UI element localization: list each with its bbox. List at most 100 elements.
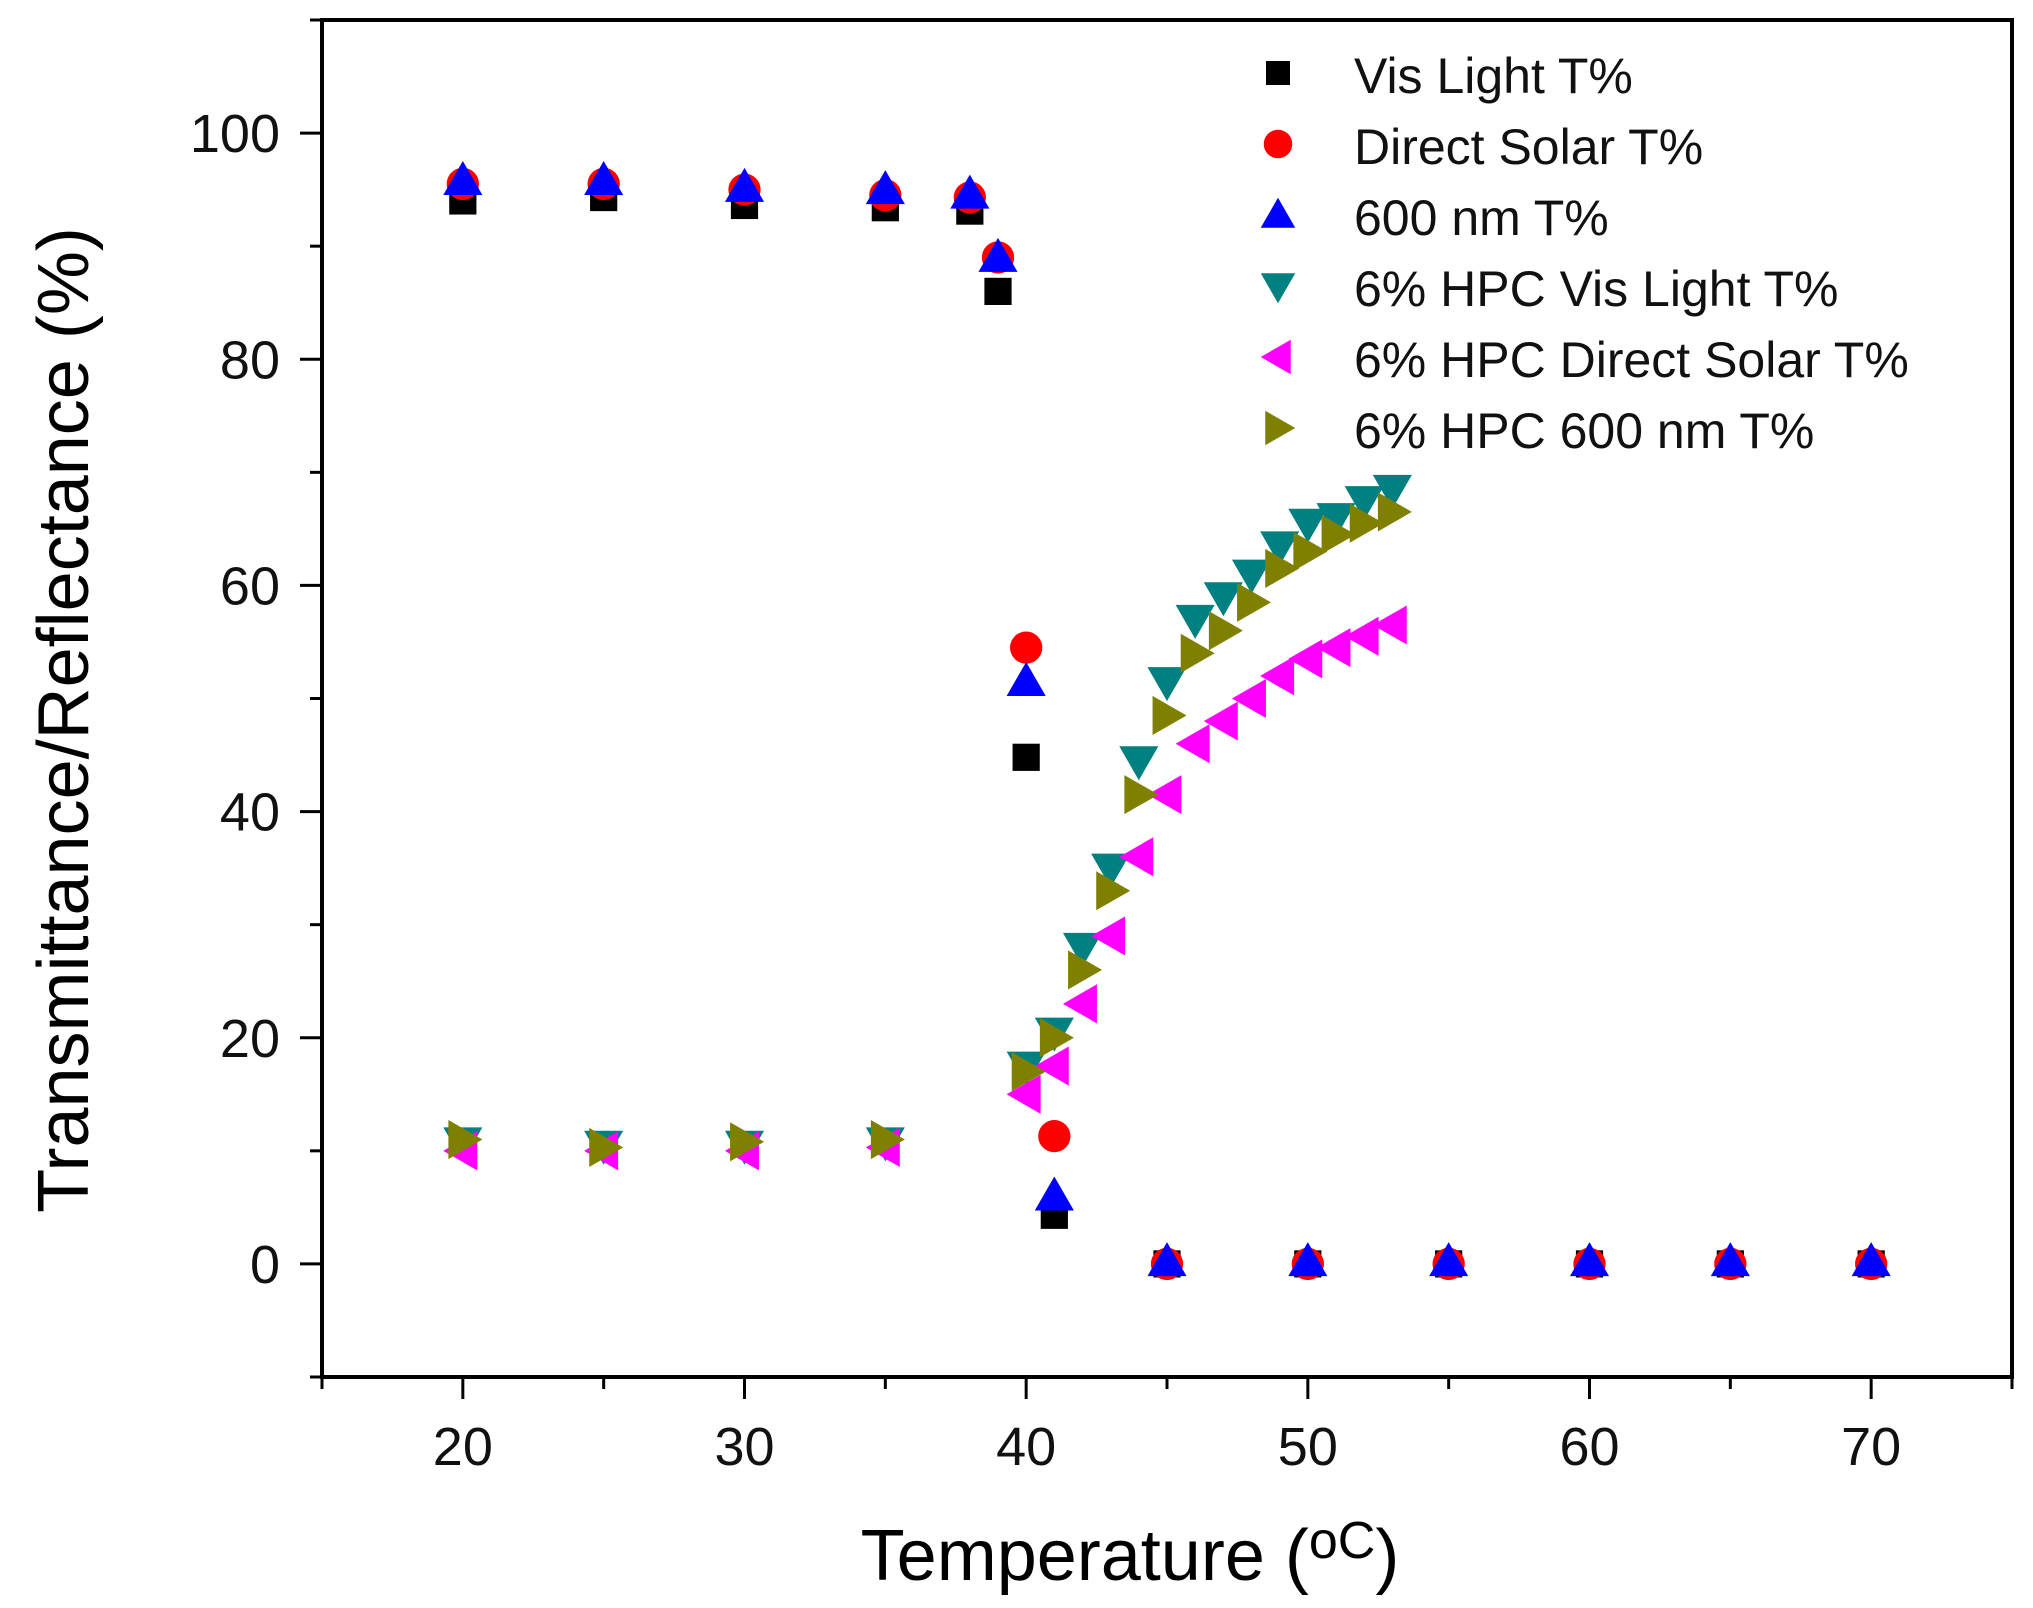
data-point [1062, 932, 1103, 967]
data-point [448, 1119, 483, 1160]
plot-frame [320, 18, 2014, 1379]
y-tick-label: 100 [190, 104, 280, 164]
data-point [1203, 701, 1238, 741]
data-point [1124, 775, 1159, 815]
data-point [1147, 667, 1187, 702]
legend-label: 6% HPC 600 nm T% [1354, 403, 1814, 459]
data-point [1012, 743, 1040, 771]
data-point [724, 167, 765, 202]
legend-label: 6% HPC Direct Solar T% [1354, 332, 1909, 388]
y-tick-label: 60 [220, 556, 280, 616]
legend-label: 6% HPC Vis Light T% [1354, 261, 1838, 317]
y-tick-label: 40 [220, 783, 280, 843]
data-point [1260, 531, 1300, 566]
y-tick-label: 20 [220, 1009, 280, 1069]
data-point [1006, 1074, 1041, 1114]
data-point [1096, 871, 1131, 911]
data-point [1293, 531, 1328, 572]
marks-layer [443, 161, 1891, 1281]
x-tick-label: 60 [1559, 1417, 1619, 1477]
data-point [1288, 639, 1323, 679]
data-point [1203, 582, 1243, 617]
data-point [1321, 514, 1356, 555]
y-axis-title: Transmittance/Reflectance (%) [24, 227, 104, 1213]
data-point [589, 1127, 624, 1167]
x-tick-label: 70 [1841, 1417, 1901, 1477]
legend-marker [1260, 197, 1296, 228]
legend-marker [1266, 61, 1290, 85]
ticks-layer: 20 30 40 50 60 70 0 20 40 60 80 100 [190, 18, 2014, 1477]
legend-item: 6% HPC 600 nm T% [1265, 403, 1814, 459]
x-axis-title-close: ) [1375, 1516, 1399, 1596]
y-tick-label: 0 [250, 1235, 280, 1295]
legend: Vis Light T% Direct Solar T% 600 nm T% 6% H… [1260, 48, 1909, 459]
x-tick-label: 50 [1278, 1417, 1338, 1477]
data-point [1316, 503, 1356, 538]
data-point [984, 277, 1012, 305]
series-3 [443, 161, 1891, 1277]
legend-label: Vis Light T% [1354, 48, 1633, 104]
data-point [1175, 604, 1215, 639]
data-point [1068, 950, 1103, 990]
x-axis-title-main: Temperature ( [861, 1516, 1309, 1596]
series-5 [443, 605, 1407, 1171]
legend-item: Direct Solar T% [1263, 119, 1703, 175]
legend-marker [1263, 129, 1293, 159]
data-point [1034, 1176, 1074, 1211]
data-point [1119, 837, 1154, 877]
data-point [1372, 474, 1412, 509]
data-point [1175, 724, 1210, 764]
data-point [1038, 1119, 1071, 1153]
data-point [1344, 616, 1379, 656]
legend-marker [1265, 410, 1296, 446]
data-point [1147, 1242, 1187, 1277]
data-point [1237, 582, 1272, 622]
data-point [1010, 631, 1043, 664]
data-point [1372, 605, 1407, 645]
data-point [1316, 628, 1351, 668]
data-point [1091, 916, 1126, 956]
data-point [1147, 775, 1182, 815]
legend-item: 6% HPC Vis Light T% [1260, 261, 1838, 317]
data-point [1180, 633, 1215, 673]
x-tick-label: 20 [433, 1417, 493, 1477]
data-point [730, 1122, 765, 1162]
x-tick-label: 40 [996, 1417, 1056, 1477]
data-point [443, 161, 483, 196]
legend-item: 6% HPC Direct Solar T% [1260, 332, 1909, 388]
data-point [950, 174, 990, 209]
data-point [1349, 503, 1384, 543]
data-point [1231, 559, 1272, 594]
data-point [1062, 984, 1097, 1024]
data-point [1265, 548, 1300, 589]
data-point [1208, 611, 1243, 651]
data-point [978, 237, 1018, 272]
x-tick-label: 30 [714, 1417, 774, 1477]
series-6 [448, 492, 1412, 1167]
data-point [1851, 1242, 1891, 1277]
x-axis-title-unit: oC [1309, 1512, 1375, 1570]
y-tick-label: 80 [220, 330, 280, 390]
data-point [1039, 1018, 1074, 1058]
data-point [1569, 1242, 1610, 1277]
data-point [870, 1119, 905, 1160]
data-point [1260, 656, 1295, 696]
data-point [1288, 508, 1328, 543]
data-point [1377, 492, 1412, 532]
data-point [1288, 1242, 1328, 1277]
data-point [1091, 853, 1131, 888]
data-point [1429, 1242, 1469, 1277]
legend-label: Direct Solar T% [1354, 119, 1703, 175]
legend-marker [1260, 339, 1291, 375]
data-point [1006, 661, 1046, 696]
legend-item: 600 nm T% [1260, 190, 1609, 246]
data-point [1152, 695, 1187, 736]
data-point [1034, 1046, 1069, 1086]
data-point [865, 170, 905, 205]
legend-item: Vis Light T% [1266, 48, 1633, 104]
data-point [1231, 678, 1266, 719]
x-axis-title: Temperature (oC) [861, 1512, 1400, 1596]
data-point [584, 161, 624, 196]
